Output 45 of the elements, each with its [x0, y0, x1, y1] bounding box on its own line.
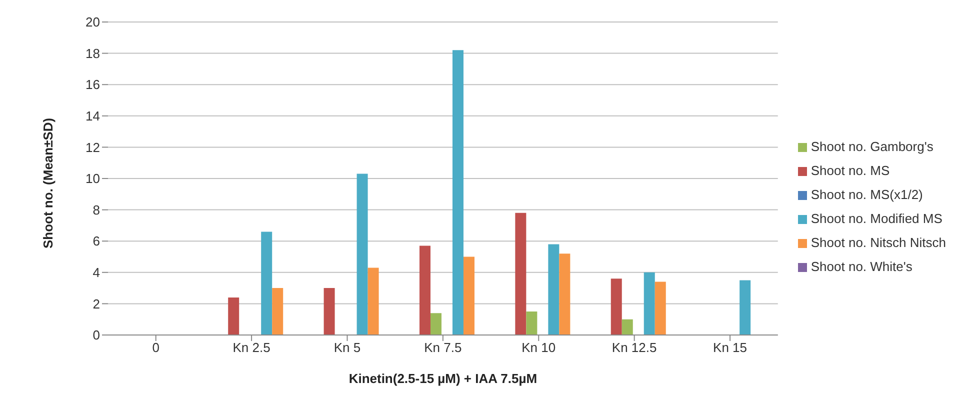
y-tick-label: 4: [92, 265, 100, 280]
x-tick-label: Kn 10: [522, 340, 556, 356]
x-tick-label: 0: [152, 340, 160, 356]
bar: [548, 244, 560, 335]
bar: [356, 174, 368, 335]
x-axis-title: Kinetin(2.5-15 µM) + IAA 7.5µM: [348, 371, 538, 386]
legend-label: Shoot no. MS: [810, 162, 890, 178]
bar: [740, 280, 751, 335]
x-tick-label: Kn 7.5: [424, 340, 462, 356]
y-tick-label: 6: [92, 234, 100, 249]
bar: [419, 246, 430, 335]
bar: [622, 319, 633, 335]
x-tick-label: Kn 5: [334, 340, 361, 356]
bar: [654, 282, 666, 335]
y-tick-label: 2: [92, 296, 100, 312]
bar: [368, 268, 379, 335]
legend-label: Shoot no. MS(x1/2): [810, 186, 923, 202]
y-tick-label: 8: [92, 202, 100, 218]
bar: [463, 256, 474, 335]
bar: [261, 232, 272, 335]
legend-label: Shoot no. Modified MS: [810, 210, 942, 226]
x-tick-label: Kn 15: [713, 340, 748, 356]
bar: [228, 297, 240, 335]
y-tick-label: 20: [86, 14, 100, 30]
y-axis-title: Shoot no. (Mean±SD): [40, 118, 56, 248]
bar: [526, 312, 538, 335]
legend-label: Shoot no. White's: [810, 258, 912, 274]
x-tick-label: Kn 12.5: [612, 340, 657, 356]
x-tick-label: Kn 2.5: [232, 340, 270, 356]
bar: [610, 278, 622, 335]
bar: [272, 288, 284, 335]
y-tick-label: 0: [92, 328, 100, 343]
bar: [559, 254, 570, 335]
bar: [324, 288, 335, 335]
y-tick-label: 16: [86, 77, 100, 92]
legend-label: Shoot no. Gamborg's: [810, 138, 934, 154]
bar: [515, 212, 526, 335]
y-tick-label: 12: [86, 140, 100, 155]
y-tick-label: 10: [86, 171, 100, 186]
legend-label: Shoot no. Nitsch Nitsch: [810, 234, 946, 250]
bar: [452, 50, 464, 335]
bar: [644, 272, 655, 335]
y-tick-label: 14: [86, 108, 100, 124]
y-tick-label: 18: [86, 46, 100, 61]
bar: [430, 313, 442, 335]
